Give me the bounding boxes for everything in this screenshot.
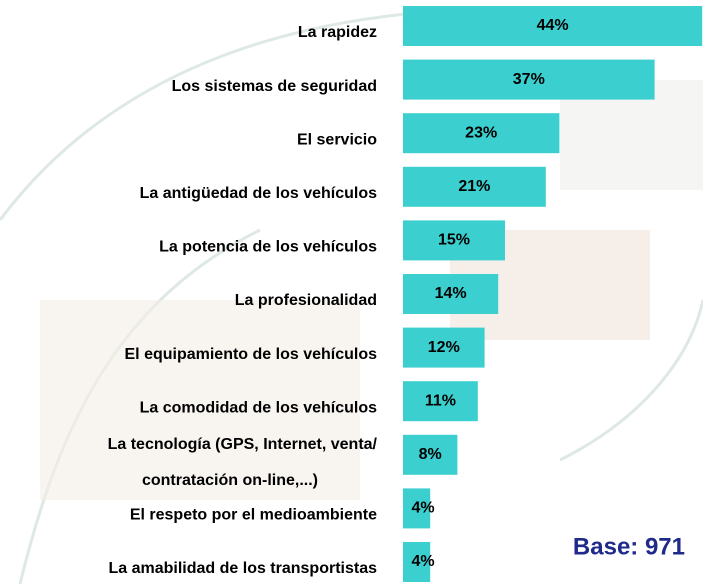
- category-label: La profesionalidad: [235, 292, 377, 309]
- value-label: 4%: [411, 553, 434, 570]
- category-label: El respeto por el medioambiente: [130, 507, 377, 524]
- chart: Base: 971 44% La rapidez 37% Los sistemas d…: [0, 0, 703, 584]
- value-label: 12%: [428, 339, 460, 356]
- category-label: La amabilidad de los transportistas: [108, 560, 377, 577]
- value-label: 37%: [513, 71, 545, 88]
- category-label: La rapidez: [298, 24, 377, 41]
- value-label: 11%: [425, 392, 456, 409]
- category-label: Los sistemas de seguridad: [172, 78, 377, 95]
- value-label: 44%: [537, 17, 569, 34]
- category-label: El servicio: [297, 131, 377, 148]
- value-label: 8%: [419, 446, 442, 463]
- category-label: La potencia de los vehículos: [159, 239, 377, 256]
- value-label: 15%: [438, 232, 470, 249]
- value-label: 23%: [465, 124, 497, 141]
- category-label: La comodidad de los vehículos: [140, 399, 377, 416]
- base-annotation: Base: 971: [573, 533, 685, 560]
- value-label: 14%: [435, 285, 467, 302]
- value-label: 21%: [458, 178, 490, 195]
- category-label: La antigüedad de los vehículos: [140, 185, 377, 202]
- value-label: 4%: [411, 500, 434, 517]
- category-label: El equipamiento de los vehículos: [125, 346, 378, 363]
